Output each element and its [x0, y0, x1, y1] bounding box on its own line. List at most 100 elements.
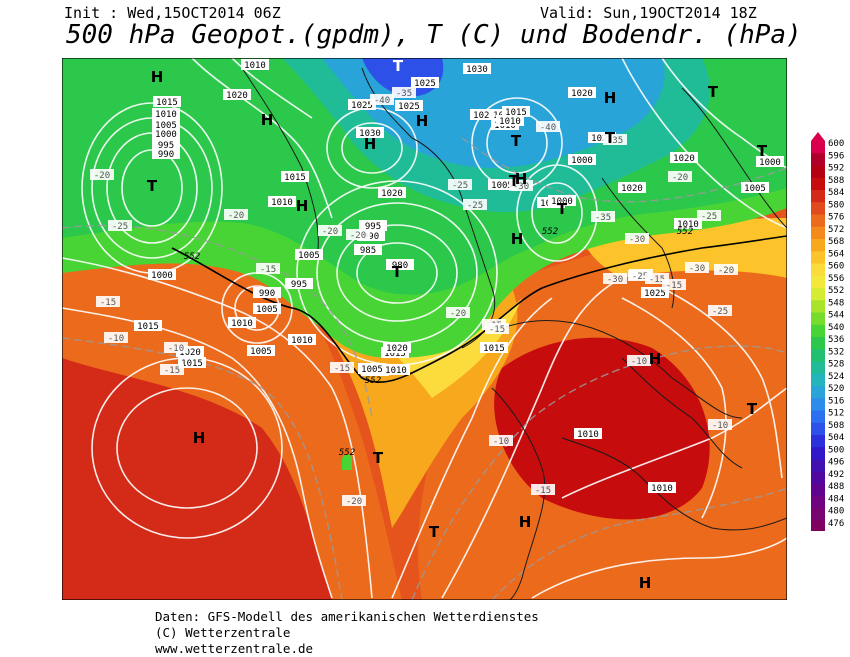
pressure-label-bg: [348, 99, 376, 110]
map-title: 500 hPa Geopot.(gpdm), T (C) und Bodendr…: [66, 20, 802, 50]
isotherm-label: -30: [629, 235, 645, 245]
pressure-label-bg: [357, 230, 385, 241]
isobar-label: 1015: [384, 349, 406, 359]
pressure-label-bg: [502, 106, 530, 117]
temperature-label-bg: [318, 225, 342, 236]
isobar-label: 980: [392, 261, 408, 271]
isotherm-label: -25: [712, 307, 728, 317]
isobar-label: 1010: [577, 430, 599, 440]
pressure-label-bg: [281, 171, 309, 182]
scale-label: 596: [828, 151, 844, 161]
high-pressure-marker: H: [511, 230, 524, 248]
scale-swatch: [811, 202, 825, 215]
temperature-label-bg: [714, 264, 738, 275]
isobar-label: 1030: [359, 129, 381, 139]
isotherm-label: -10: [631, 357, 647, 367]
pressure-label-bg: [268, 196, 296, 207]
scale-label: 480: [828, 507, 844, 517]
pressure-label-bg: [574, 428, 602, 439]
scale-label: 532: [828, 347, 844, 357]
pressure-label-bg: [295, 249, 323, 260]
geopot-label: 552: [365, 376, 381, 386]
isobar-label: 1015: [181, 359, 203, 369]
low-pressure-marker: T: [557, 200, 568, 218]
pressure-label-bg: [359, 220, 387, 231]
scale-label: 540: [828, 323, 844, 333]
isobar-label: 1010: [271, 198, 293, 208]
scale-swatch: [811, 422, 825, 436]
isobar-label: 1030: [466, 65, 488, 75]
scale-label: 592: [828, 164, 844, 174]
isobar-label: 1015: [156, 98, 178, 108]
pressure-label-bg: [176, 346, 204, 357]
scale-swatch: [811, 226, 825, 240]
scale-label: 476: [828, 519, 844, 529]
high-pressure-marker: H: [261, 111, 274, 129]
isotherm-label: -15: [100, 298, 116, 308]
scale-swatch: [811, 275, 825, 289]
isotherm-label: -15: [164, 366, 180, 376]
pressure-label-bg: [378, 187, 406, 198]
isobar-label: 1015: [137, 322, 159, 332]
pressure-label-bg: [548, 195, 576, 206]
isotherm-label: -20: [450, 309, 466, 319]
isobar-label: 1020: [621, 184, 643, 194]
pressure-label-bg: [241, 59, 269, 70]
low-pressure-marker: T: [393, 58, 404, 75]
isobar-label: 1010: [677, 220, 699, 230]
isobar-label: 995: [291, 280, 307, 290]
pressure-label-bg: [152, 128, 180, 139]
pressure-label-bg: [356, 127, 384, 138]
scale-swatch: [811, 471, 825, 485]
scale-swatch: [811, 520, 825, 531]
isobar-label: 990: [158, 150, 174, 160]
pressure-label-bg: [395, 100, 423, 111]
pressure-label-bg: [470, 109, 498, 120]
scale-swatch: [811, 459, 825, 473]
scale-swatch: [811, 447, 825, 460]
high-pressure-marker: H: [151, 68, 164, 86]
temperature-label-bg: [346, 229, 370, 240]
scale-swatch: [811, 165, 825, 179]
scale-swatch: [811, 349, 825, 362]
temperature-label-bg: [330, 362, 354, 373]
temperature-label-bg: [489, 435, 513, 446]
scale-label: 576: [828, 213, 844, 223]
isobar-label: 1005: [298, 251, 320, 261]
high-pressure-marker: H: [193, 429, 206, 447]
scale-swatch: [811, 190, 825, 203]
pressure-label-bg: [152, 139, 180, 150]
map-labels: 1010102010151010100510009959901015101010…: [90, 58, 784, 592]
scale-label: 536: [828, 335, 844, 345]
isobar-label: 995: [158, 141, 174, 151]
temperature-label-bg: [645, 273, 669, 284]
temperature-label-bg: [448, 179, 472, 190]
isobar-label: 1000: [151, 271, 173, 281]
isobar-label: 1010: [244, 61, 266, 71]
scale-label: 528: [828, 360, 844, 370]
pressure-label-bg: [152, 119, 180, 130]
scale-label: 584: [828, 188, 844, 198]
temperature-label-bg: [685, 262, 709, 273]
isotherm-label: -10: [108, 334, 124, 344]
scale-swatch: [811, 141, 825, 154]
low-pressure-marker: T: [511, 132, 522, 150]
pressure-label-bg: [568, 87, 596, 98]
pressure-label-bg: [247, 345, 275, 356]
scale-label: 516: [828, 396, 844, 406]
pressure-label-bg: [223, 89, 251, 100]
scale-swatch: [811, 484, 825, 497]
isobar-label: 1025: [398, 102, 420, 112]
footer-copyright: (C) Wetterzentrale: [155, 625, 291, 640]
temperature-label-bg: [531, 484, 555, 495]
isotherm-label: -20: [94, 171, 110, 181]
isobar-label: 1005: [491, 181, 513, 191]
scale-swatch: [811, 496, 825, 509]
temperature-label-bg: [708, 305, 732, 316]
pressure-label-bg: [288, 334, 316, 345]
temperature-label-bg: [668, 171, 692, 182]
pressure-label-bg: [480, 342, 508, 353]
scale-label: 512: [828, 409, 844, 419]
scale-label: 544: [828, 311, 844, 321]
isotherm-label: -15: [535, 486, 551, 496]
